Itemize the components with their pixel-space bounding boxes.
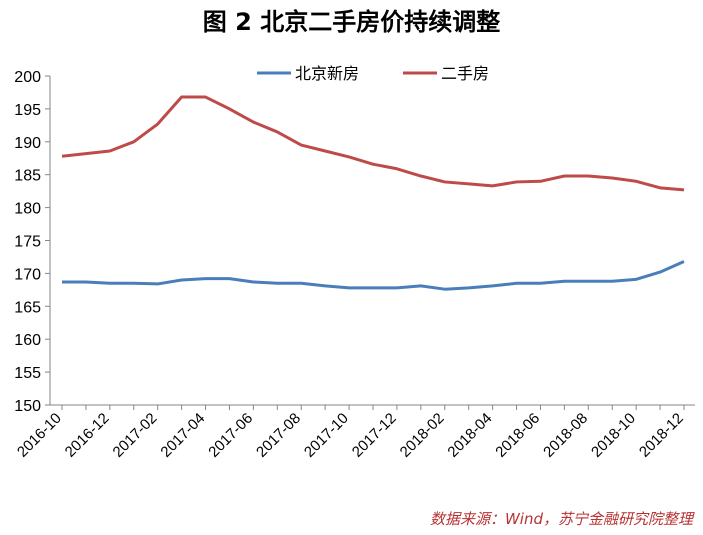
y-tick-label: 155 xyxy=(14,365,41,382)
x-tick-label: 2017-10 xyxy=(301,410,352,461)
y-tick-label: 200 xyxy=(14,69,41,86)
legend-label: 北京新房 xyxy=(295,64,359,83)
x-tick-label: 2018-04 xyxy=(444,410,495,461)
y-tick-label: 160 xyxy=(14,332,41,349)
x-tick-label: 2016-12 xyxy=(62,410,113,461)
x-tick-label: 2018-12 xyxy=(636,410,687,461)
y-tick-label: 165 xyxy=(14,299,41,316)
x-tick-label: 2017-08 xyxy=(253,410,304,461)
y-tick-label: 150 xyxy=(14,398,41,415)
y-tick-label: 190 xyxy=(14,135,41,152)
source-note: 数据来源：Wind，苏宁金融研究院整理 xyxy=(429,510,693,528)
y-tick-label: 195 xyxy=(14,102,41,119)
y-tick-label: 185 xyxy=(14,168,41,185)
y-tick-label: 180 xyxy=(14,201,41,218)
series-line-1 xyxy=(62,260,685,291)
series-line-2 xyxy=(61,95,685,192)
x-tick-label: 2017-12 xyxy=(349,410,400,461)
y-tick-label: 170 xyxy=(14,266,41,283)
x-tick-label: 2017-04 xyxy=(157,410,208,461)
x-tick-label: 2018-02 xyxy=(397,410,448,461)
legend-label: 二手房 xyxy=(441,64,489,83)
chart-title: 图 2 北京二手房价持续调整 xyxy=(202,8,501,36)
x-tick-label: 2018-08 xyxy=(540,410,591,461)
x-tick-label: 2016-10 xyxy=(14,410,65,461)
x-tick-label: 2017-06 xyxy=(205,410,256,461)
x-tick-label: 2018-06 xyxy=(492,410,543,461)
y-tick-label: 175 xyxy=(14,234,41,251)
x-tick-label: 2018-10 xyxy=(588,410,639,461)
x-tick-label: 2017-02 xyxy=(110,410,161,461)
